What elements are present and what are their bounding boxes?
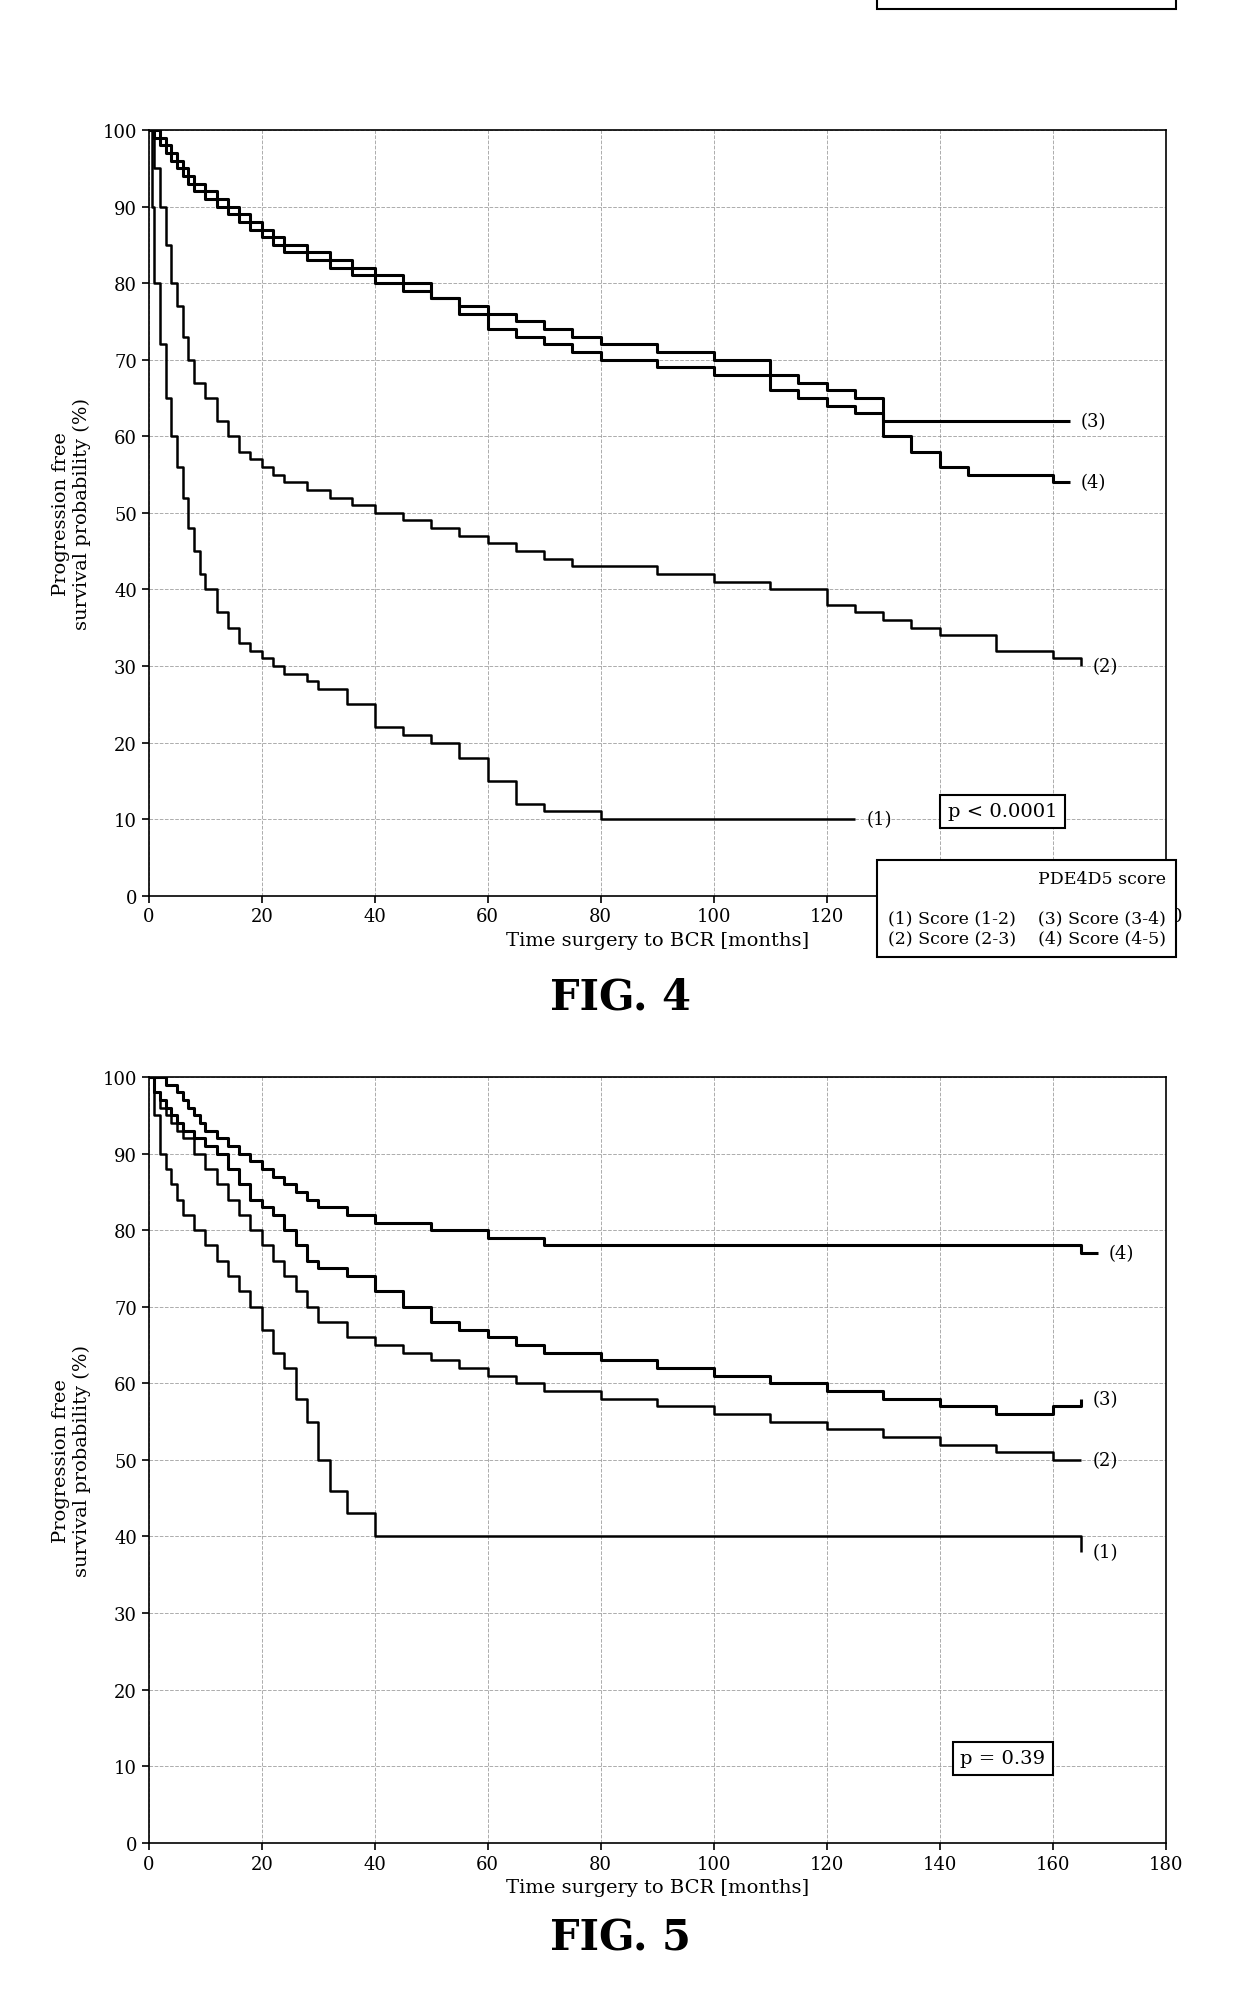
Y-axis label: Progression free
survival probability (%): Progression free survival probability (%…	[52, 1343, 92, 1577]
X-axis label: Time surgery to BCR [months]: Time surgery to BCR [months]	[506, 932, 808, 949]
Text: (1): (1)	[867, 812, 892, 828]
Text: (2): (2)	[1092, 1452, 1117, 1468]
Text: PDE4D5 score

(1) Score (1-2)    (3) Score (3-4)
(2) Score (2-3)    (4) Score (4: PDE4D5 score (1) Score (1-2) (3) Score (…	[888, 870, 1166, 947]
Text: (3): (3)	[1092, 1390, 1117, 1408]
Text: p = 0.39: p = 0.39	[960, 1750, 1045, 1768]
Text: p < 0.0001: p < 0.0001	[949, 804, 1058, 822]
Text: (4): (4)	[1081, 473, 1106, 491]
Y-axis label: Progression free
survival probability (%): Progression free survival probability (%…	[52, 397, 92, 630]
Text: (3): (3)	[1081, 413, 1106, 431]
Text: (1): (1)	[1092, 1543, 1117, 1561]
Text: (4): (4)	[1109, 1245, 1135, 1263]
Text: (2): (2)	[1092, 659, 1117, 675]
X-axis label: Time surgery to BCR [months]: Time surgery to BCR [months]	[506, 1879, 808, 1895]
Text: FIG. 4: FIG. 4	[549, 977, 691, 1017]
Text: FIG. 5: FIG. 5	[549, 1917, 691, 1958]
